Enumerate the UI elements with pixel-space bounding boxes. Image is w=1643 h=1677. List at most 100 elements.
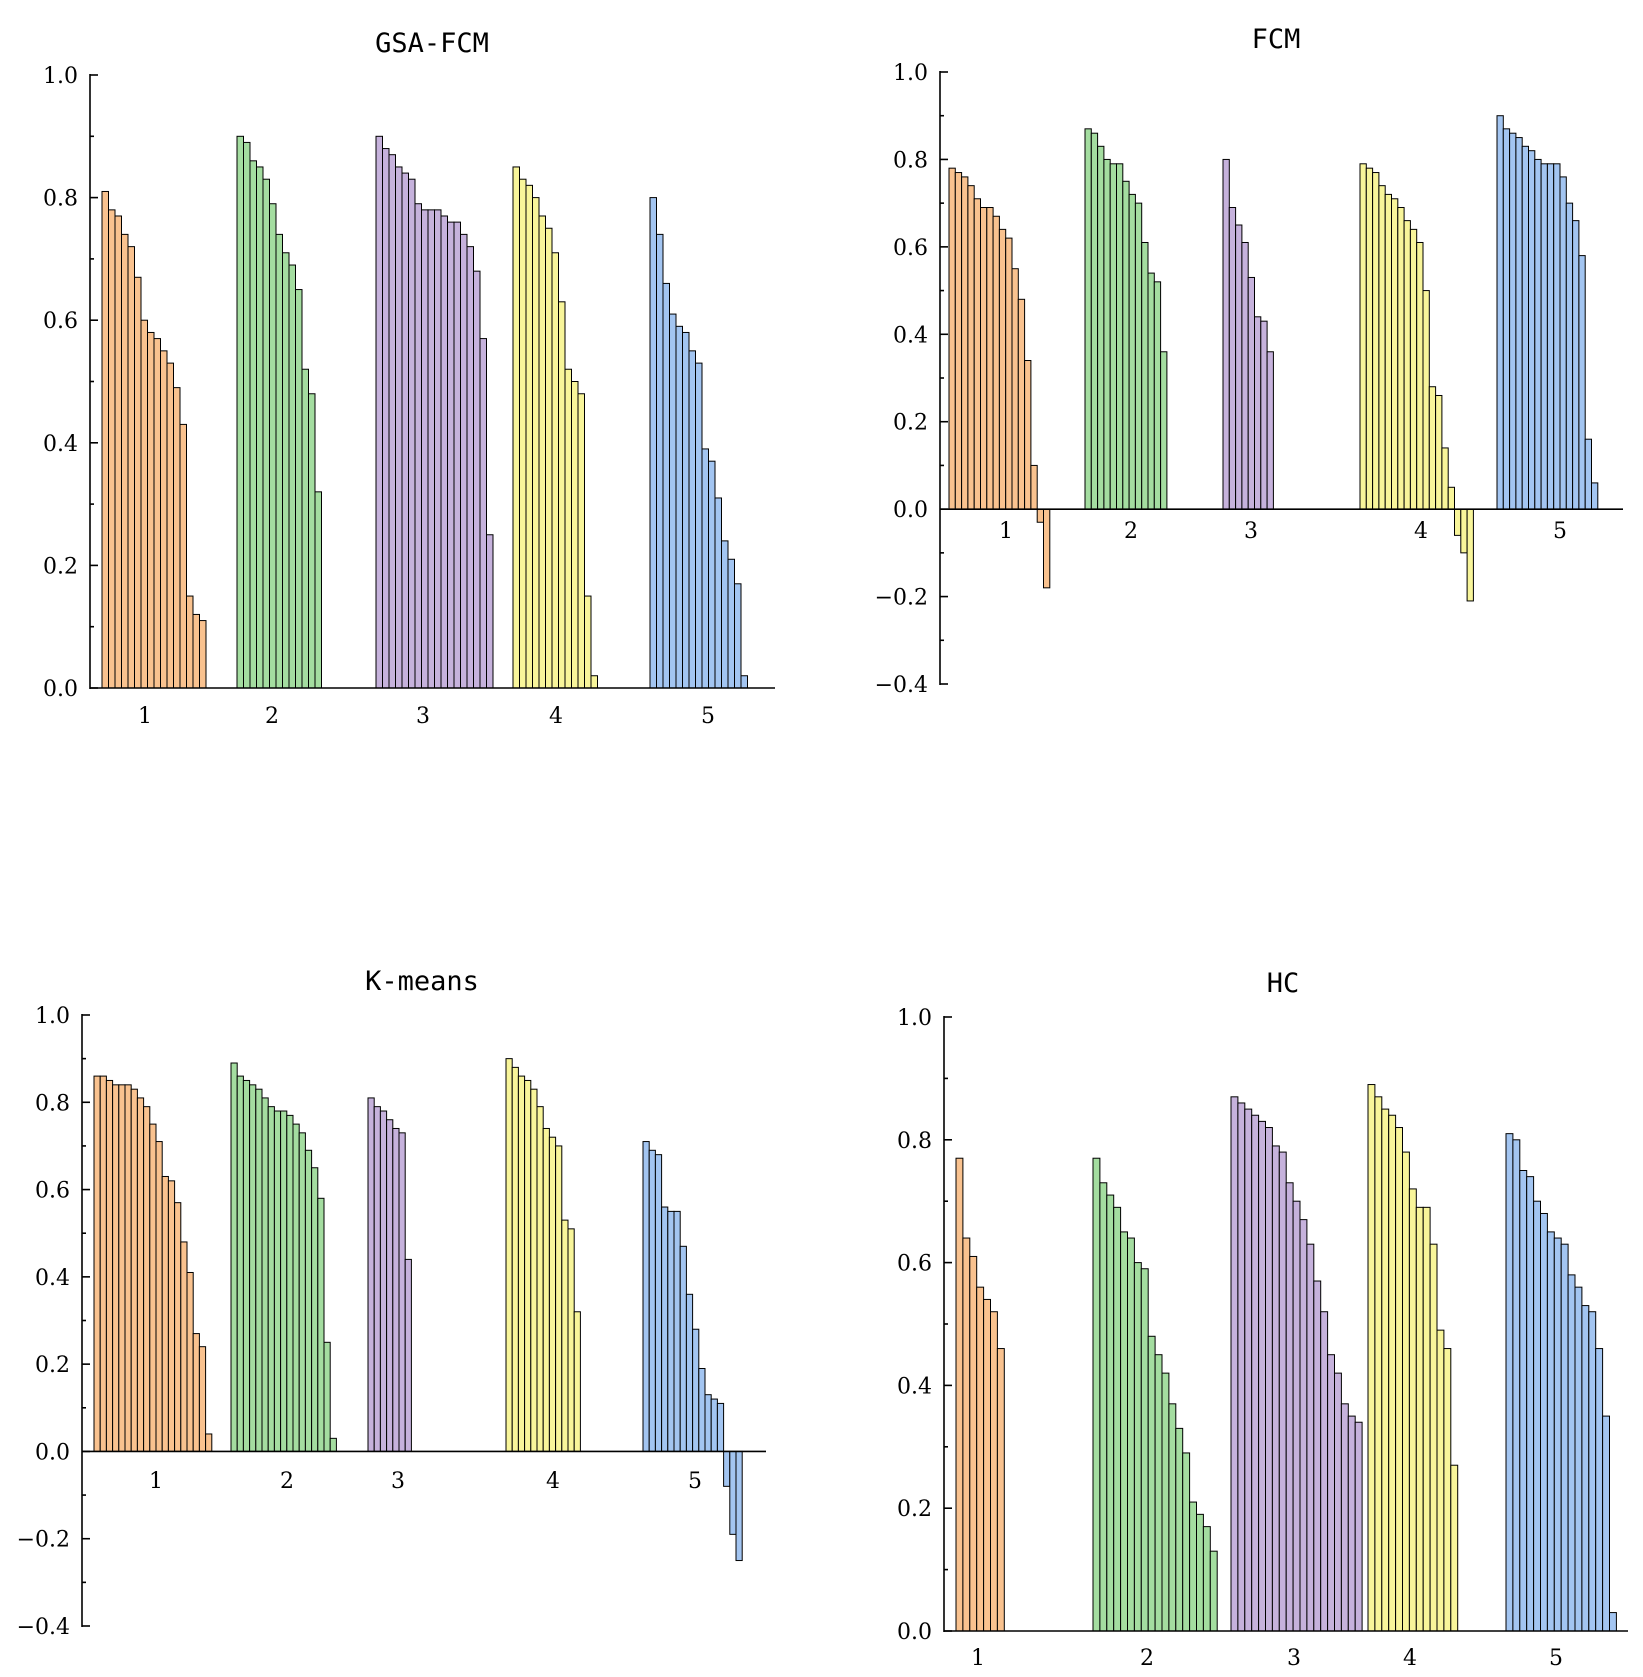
gsa-fcm-x-label-4: 4	[549, 704, 563, 729]
hc-cluster-5-bar-3	[1519, 1170, 1528, 1632]
gsa-fcm-cluster-2-bar-1	[236, 135, 244, 689]
gsa-fcm-cluster-4-bar-3	[525, 184, 533, 689]
gsa-fcm-cluster-3-bar-15	[466, 246, 474, 689]
k-means-cluster-2-bar-8	[273, 1110, 282, 1452]
fcm-cluster-2-bar-5	[1109, 163, 1117, 510]
hc-cluster-5-bar-13	[1588, 1311, 1597, 1632]
gsa-fcm-cluster-3-bar-2	[382, 148, 390, 689]
k-means-y-tick-label: −0.2	[17, 1528, 70, 1553]
fcm-cluster-5-bar-1	[1496, 115, 1504, 510]
gsa-fcm-cluster-3-bar-5	[401, 172, 409, 689]
k-means-cluster-1-bar-12	[161, 1175, 169, 1452]
k-means-cluster-1-bar-3	[105, 1079, 114, 1452]
gsa-fcm-cluster-2-bar-12	[308, 393, 316, 689]
gsa-fcm-cluster-2-bar-13	[314, 491, 322, 689]
gsa-fcm-cluster-5-bar-11	[714, 497, 722, 689]
fcm-title: FCM	[1252, 24, 1301, 55]
k-means-cluster-4-bar-6	[536, 1106, 544, 1452]
k-means-cluster-2-bar-4	[249, 1084, 257, 1452]
hc-panel: HC 0.0 0.2 0.4 0.6 0.8 1.0 1 2 3 4 5	[897, 968, 1628, 1671]
hc-cluster-2-bar-14	[1182, 1452, 1191, 1632]
k-means-cluster-1-bar-7	[130, 1088, 138, 1452]
gsa-fcm-cluster-3-bar-4	[395, 166, 403, 689]
k-means-cluster-2-bar-5	[255, 1088, 263, 1452]
hc-cluster-4-bar-12	[1443, 1348, 1452, 1632]
hc-cluster-3-bar-16	[1334, 1372, 1342, 1632]
gsa-fcm-cluster-2-bar-6	[269, 203, 277, 689]
gsa-fcm-y-tick-label: 0.4	[43, 432, 78, 457]
fcm-cluster-1-bar-9	[998, 228, 1007, 510]
gsa-fcm-cluster-3-bar-9	[427, 209, 435, 689]
k-means-y-tick-label: 0.4	[35, 1266, 70, 1291]
fcm-cluster-5-bar-6	[1528, 150, 1536, 510]
fcm-cluster-2-bar-2	[1090, 132, 1099, 510]
gsa-fcm-cluster-2-bar-2	[243, 141, 251, 689]
hc-cluster-2-bar-1	[1092, 1157, 1101, 1632]
k-means-cluster-3-bar-3	[379, 1110, 388, 1452]
k-means-cluster-5-bar-13	[716, 1402, 725, 1452]
gsa-fcm-cluster-1-bar-16	[199, 620, 207, 689]
fcm-cluster-1-bar-8	[992, 215, 1000, 510]
fcm-cluster-5-bar-3	[1509, 132, 1517, 510]
fcm-y-tick-label: 0.6	[893, 236, 928, 261]
k-means-cluster-5-bar-4	[661, 1206, 669, 1452]
hc-cluster-2-bar-17	[1202, 1526, 1211, 1632]
fcm-cluster-1-bar-15	[1036, 508, 1044, 523]
k-means-y-tick-label: 0.2	[35, 1353, 70, 1378]
fcm-cluster-1-bar-13	[1024, 360, 1032, 510]
gsa-fcm-cluster-4-bar-5	[538, 215, 546, 689]
gsa-fcm-cluster-3-bar-6	[408, 178, 416, 689]
fcm-cluster-1-bar-6	[980, 207, 988, 510]
fcm-cluster-4-bar-18	[1466, 508, 1474, 602]
hc-cluster-1-bar-2	[962, 1237, 971, 1632]
gsa-fcm-cluster-5-bar-12	[721, 540, 729, 689]
hc-cluster-5-bar-10	[1567, 1274, 1576, 1632]
k-means-cluster-5-bar-9	[692, 1328, 700, 1452]
k-means-y-tick-label: 0.8	[35, 1091, 70, 1116]
k-means-cluster-1-bar-5	[118, 1084, 126, 1452]
gsa-fcm-cluster-5-bar-10	[708, 460, 716, 689]
k-means-cluster-5-bar-12	[710, 1398, 718, 1452]
fcm-y-tick-label: 0.4	[893, 323, 928, 348]
hc-cluster-3-bar-6	[1265, 1127, 1273, 1632]
k-means-cluster-5-bar-5	[667, 1210, 675, 1452]
hc-cluster-3-bar-1	[1230, 1096, 1239, 1632]
hc-cluster-5-bar-9	[1560, 1243, 1569, 1632]
hc-cluster-3-bar-5	[1258, 1120, 1266, 1632]
fcm-y-tick-label: 1.0	[893, 61, 928, 86]
hc-cluster-4-bar-8	[1415, 1206, 1424, 1632]
k-means-title: K-means	[365, 966, 479, 997]
hc-cluster-3-bar-17	[1340, 1403, 1349, 1632]
hc-cluster-4-bar-6	[1402, 1151, 1410, 1632]
fcm-cluster-5-bar-4	[1515, 137, 1523, 510]
k-means-cluster-1-bar-10	[149, 1123, 157, 1452]
hc-cluster-3-bar-12	[1306, 1243, 1315, 1632]
gsa-fcm-cluster-1-bar-15	[192, 613, 200, 689]
fcm-y-tick-label: 0.0	[893, 498, 928, 523]
fcm-x-label-1: 1	[999, 519, 1013, 544]
gsa-fcm-y-tick-label: 0.8	[43, 187, 78, 212]
hc-cluster-4-bar-9	[1422, 1206, 1431, 1632]
hc-cluster-2-bar-11	[1161, 1372, 1170, 1632]
fcm-cluster-4-bar-14	[1441, 447, 1449, 510]
fcm-cluster-2-bar-3	[1097, 145, 1105, 510]
fcm-cluster-5-bar-7	[1534, 158, 1542, 510]
fcm-cluster-4-bar-4	[1378, 185, 1386, 510]
k-means-cluster-2-bar-14	[311, 1167, 319, 1452]
fcm-cluster-5-bar-12	[1565, 202, 1574, 510]
k-means-cluster-2-bar-3	[242, 1079, 251, 1452]
gsa-fcm-cluster-5-bar-9	[701, 448, 709, 689]
gsa-fcm-cluster-3-bar-3	[388, 154, 396, 689]
gsa-fcm-cluster-5-bar-13	[727, 558, 735, 689]
k-means-cluster-5-bar-15	[729, 1450, 737, 1535]
fcm-cluster-2-bar-4	[1103, 158, 1111, 510]
k-means-cluster-2-bar-11	[292, 1123, 300, 1452]
gsa-fcm-y-tick-label: 0.6	[43, 309, 78, 334]
fcm-cluster-4-bar-2	[1365, 167, 1374, 510]
hc-cluster-2-bar-13	[1175, 1427, 1184, 1632]
gsa-fcm-cluster-3-bar-11	[440, 215, 448, 689]
hc-cluster-3-bar-14	[1320, 1311, 1329, 1632]
k-means-cluster-1-bar-8	[136, 1097, 145, 1452]
hc-cluster-5-bar-15	[1602, 1415, 1610, 1632]
k-means-cluster-2-bar-16	[323, 1341, 331, 1452]
